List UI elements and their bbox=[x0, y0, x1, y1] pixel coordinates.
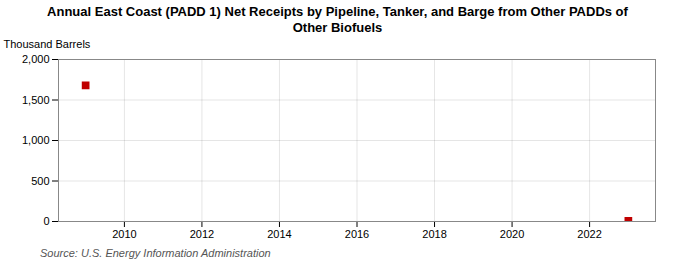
html-text:Annual East Coast (PADD 1) Net: Annual East Coast (PADD 1) Net Receipts … bbox=[47, 4, 628, 35]
svg-text:0: 0 bbox=[43, 215, 49, 227]
svg-text:2022: 2022 bbox=[577, 228, 601, 240]
svg-text:Thousand Barrels: Thousand Barrels bbox=[4, 38, 91, 50]
svg-text:2018: 2018 bbox=[422, 228, 446, 240]
svg-text:2,000: 2,000 bbox=[22, 53, 50, 65]
svg-text:2012: 2012 bbox=[190, 228, 214, 240]
svg-text:2010: 2010 bbox=[112, 228, 136, 240]
svg-text:500: 500 bbox=[31, 175, 49, 187]
svg-text:2014: 2014 bbox=[267, 228, 291, 240]
svg-text:2020: 2020 bbox=[500, 228, 524, 240]
svg-text:1,500: 1,500 bbox=[22, 94, 50, 106]
svg-text:1,000: 1,000 bbox=[22, 134, 50, 146]
svg-text:2016: 2016 bbox=[345, 228, 369, 240]
html-text:Source: U.S. Energy Informatio: Source: U.S. Energy Information Administ… bbox=[40, 247, 271, 260]
